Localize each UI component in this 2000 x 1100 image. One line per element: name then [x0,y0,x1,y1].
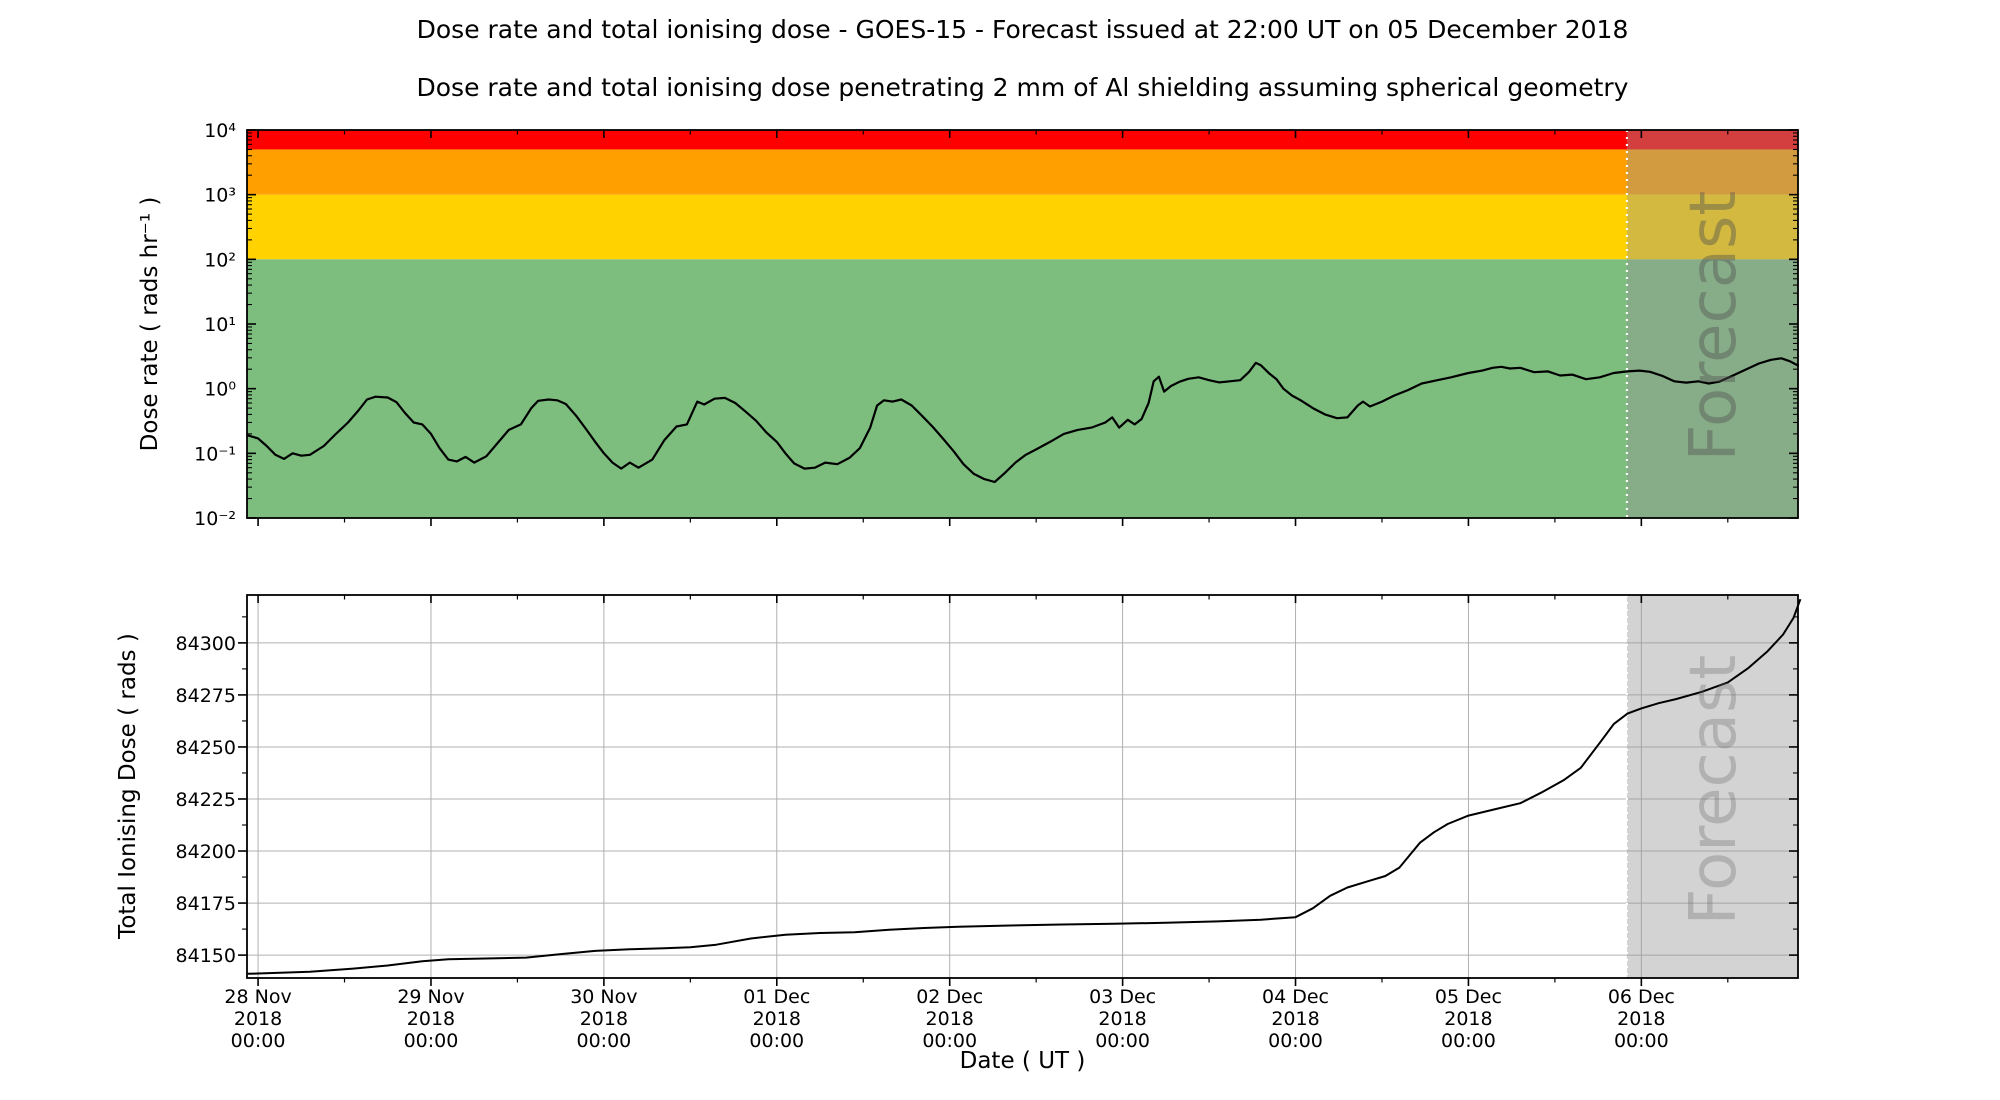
x-tick-label: 06 Dec 2018 00:00 [1607,986,1675,1052]
total-dose-y-tick-label: 84275 [176,685,236,707]
alert-band-yellow [247,194,1798,260]
figure-title: Dose rate and total ionising dose - GOES… [416,15,1629,44]
x-tick-label: 29 Nov 2018 00:00 [397,986,465,1052]
forecast-overlay-bottom [1626,595,1798,978]
forecast-overlay-top [1626,130,1798,518]
plot-border-bottom [246,594,1799,979]
alert-band-orange [247,149,1798,195]
dose-rate-y-tick-label: 10² [204,249,236,271]
dose-rate-y-tick-label: 10³ [204,185,236,207]
x-tick-label: 02 Dec 2018 00:00 [916,986,984,1052]
total-dose-y-tick-label: 84225 [176,789,236,811]
total-dose-y-tick-label: 84175 [176,893,236,915]
total-dose-y-tick-label: 84300 [176,633,236,655]
forecast-watermark-top: Forecast [1677,190,1751,462]
dose-rate-y-tick-label: 10¹ [204,314,236,336]
total-dose-y-tick-label: 84250 [176,737,236,759]
dose-rate-line [247,357,1800,484]
total-dose-y-tick-label: 84200 [176,841,236,863]
total-dose-line [247,598,1802,975]
x-tick-label: 01 Dec 2018 00:00 [743,986,811,1052]
alert-band-red [247,130,1798,150]
dose-rate-y-tick-label: 10⁻¹ [194,443,236,465]
date-axis-label: Date ( UT ) [959,1048,1086,1074]
figure-subtitle: Dose rate and total ionising dose penetr… [416,73,1629,102]
total-dose-y-tick-label: 84150 [176,945,236,967]
dose-rate-y-tick-label: 10⁴ [204,120,236,142]
alert-band-green [247,259,1798,518]
dose-rate-y-tick-label: 10⁰ [204,379,236,401]
x-tick-label: 28 Nov 2018 00:00 [224,986,292,1052]
x-tick-label: 04 Dec 2018 00:00 [1262,986,1329,1052]
x-tick-label: 30 Nov 2018 00:00 [570,986,638,1052]
total-dose-axis-label: Total Ionising Dose ( rads ) [115,633,141,939]
x-tick-label: 03 Dec 2018 00:00 [1089,986,1157,1052]
dose-rate-y-tick-label: 10⁻² [194,508,236,530]
dose-rate-axis-label: Dose rate ( rads hr⁻¹ ) [137,196,163,452]
x-tick-label: 05 Dec 2018 00:00 [1434,986,1502,1052]
forecast-watermark-bottom: Forecast [1677,654,1751,926]
